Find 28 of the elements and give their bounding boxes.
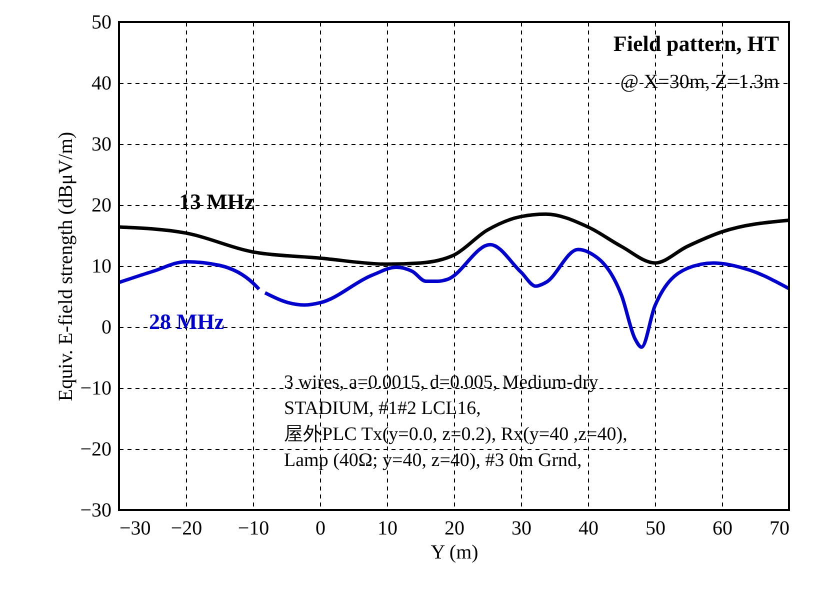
y-axis-title: Equiv. E-field strength (dBμV/m) bbox=[55, 132, 78, 402]
x-tick-label: 20 bbox=[444, 518, 464, 540]
annotation: 3 wires, a=0.0015, d=0.005, Medium-dry bbox=[284, 372, 599, 393]
x-tick-label: −30 bbox=[120, 518, 151, 540]
x-tick-label: 30 bbox=[512, 518, 532, 540]
x-tick-label: 10 bbox=[378, 518, 398, 540]
y-tick-label: 30 bbox=[92, 134, 112, 156]
y-tick-label: −30 bbox=[80, 500, 112, 522]
y-tick-label: 20 bbox=[92, 194, 112, 216]
x-tick-label: 50 bbox=[646, 518, 666, 540]
y-tick-label: −10 bbox=[80, 378, 112, 400]
x-tick-label: 70 bbox=[770, 518, 790, 540]
x-axis-title: Y (m) bbox=[430, 542, 478, 564]
series-label: 28 MHz bbox=[149, 309, 224, 334]
x-tick-label: −10 bbox=[238, 518, 270, 540]
annotation: 屋外PLC Tx(y=0.0, z=0.2), Rx(y=40 ,z=40), bbox=[284, 424, 628, 445]
y-tick-label: 10 bbox=[92, 256, 112, 278]
x-tick-label: −20 bbox=[170, 518, 202, 540]
annotation: STADIUM, #1#2 LCL16, bbox=[284, 398, 481, 419]
y-tick-label: 50 bbox=[92, 12, 112, 34]
y-tick-label: 40 bbox=[92, 72, 112, 94]
y-tick-label: 0 bbox=[102, 316, 112, 338]
x-tick-label: 0 bbox=[316, 518, 326, 540]
x-tick-label: 60 bbox=[712, 518, 732, 540]
y-tick-label: −20 bbox=[80, 438, 112, 460]
annotation: Lamp (40Ω; y=40, z=40), #3 0m Grnd, bbox=[284, 450, 582, 471]
x-tick-label: 40 bbox=[578, 518, 598, 540]
annotation: Field pattern, HT bbox=[613, 31, 780, 56]
